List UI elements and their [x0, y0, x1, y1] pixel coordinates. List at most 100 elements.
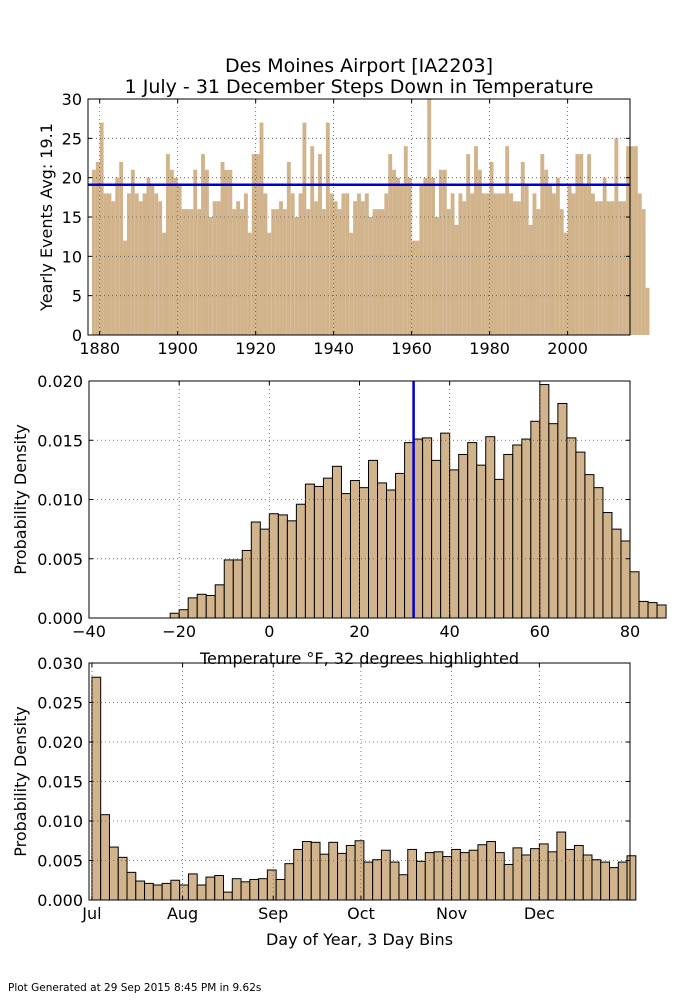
bar	[458, 453, 469, 619]
x-tick-label: 60	[530, 622, 550, 641]
panel-temperature-density: −40 −20 0 20 40 60 80 0.000 0.005 0.010 0.015 0.020…	[11, 372, 667, 668]
bar	[548, 423, 559, 619]
bar	[310, 841, 321, 901]
bar	[354, 840, 365, 901]
bar	[115, 177, 120, 335]
bar	[224, 169, 229, 335]
bar	[134, 193, 139, 335]
bar	[641, 209, 646, 335]
bar	[91, 169, 96, 335]
bar	[505, 146, 510, 335]
bar	[368, 217, 373, 335]
bar	[220, 161, 225, 335]
bar	[250, 521, 261, 619]
bar	[345, 193, 350, 335]
bar	[602, 512, 613, 619]
y-tick-label: 0.025	[37, 694, 83, 713]
bar	[584, 474, 595, 619]
bar	[205, 876, 216, 901]
bar	[286, 520, 297, 619]
y-tick-label: 15	[62, 208, 82, 227]
bar	[638, 600, 649, 619]
bar	[411, 240, 416, 335]
bar	[536, 209, 541, 335]
bar	[363, 861, 374, 901]
bar	[223, 559, 234, 619]
bar	[279, 201, 283, 335]
x-tick-label: Oct	[347, 904, 375, 923]
footer-timestamp: Plot Generated at 29 Sep 2015 8:45 PM in…	[8, 982, 262, 994]
bar	[364, 193, 369, 335]
bar	[474, 146, 478, 335]
x-tick-label: −20	[162, 622, 196, 641]
x-tick-label: Sep	[258, 904, 288, 923]
bar	[512, 847, 523, 901]
bar	[258, 878, 268, 901]
bar	[567, 185, 572, 335]
bar	[481, 193, 486, 335]
bar	[228, 169, 233, 335]
bar	[647, 602, 658, 619]
y-tick-label: 0.030	[37, 654, 83, 673]
bar	[575, 451, 586, 619]
bar	[575, 154, 580, 335]
bar	[415, 240, 420, 335]
bar	[232, 559, 243, 619]
bar	[293, 848, 303, 901]
bar	[214, 584, 225, 619]
bar	[618, 201, 623, 335]
bar	[126, 193, 131, 335]
bar	[493, 193, 498, 335]
bar	[345, 844, 356, 901]
bar	[380, 209, 385, 335]
x-tick-label: 1960	[391, 339, 432, 358]
bar	[107, 193, 112, 335]
bar	[626, 146, 630, 335]
bar	[95, 161, 100, 335]
bar	[485, 436, 496, 619]
bar	[389, 861, 400, 901]
bar	[189, 209, 194, 335]
y-tick-label: 10	[62, 247, 82, 266]
bar	[310, 146, 315, 335]
x-tick-label: 40	[439, 622, 459, 641]
y-tick-label: 0.020	[37, 733, 83, 752]
bar	[422, 437, 433, 619]
bar	[552, 193, 556, 335]
y-tick-label: 0	[72, 326, 82, 345]
bar	[494, 852, 505, 901]
bar	[494, 478, 505, 619]
bar	[177, 185, 182, 335]
y-tick-label: 20	[62, 169, 82, 188]
bar	[353, 201, 358, 335]
bar	[435, 217, 439, 335]
bar	[388, 154, 393, 335]
bar	[413, 438, 424, 619]
bar	[403, 146, 408, 335]
bar	[282, 209, 287, 335]
bar	[424, 852, 435, 901]
bar	[611, 528, 622, 619]
bar	[290, 193, 295, 335]
bar	[302, 122, 307, 335]
bar	[108, 846, 119, 901]
bar	[321, 209, 326, 335]
bar	[398, 874, 409, 901]
bar	[407, 177, 412, 335]
bar	[119, 161, 124, 335]
bar	[583, 185, 588, 335]
bar	[431, 177, 436, 335]
bar	[165, 154, 170, 335]
bar	[196, 593, 207, 619]
bar	[231, 878, 242, 901]
bar	[470, 193, 475, 335]
y-axis-label: Probability Density	[11, 424, 30, 575]
bar	[563, 232, 568, 335]
bar	[386, 489, 397, 619]
bar	[573, 844, 584, 901]
bar	[314, 201, 319, 335]
bar	[524, 185, 529, 335]
bar	[212, 201, 217, 335]
bar	[532, 193, 537, 335]
bar	[333, 201, 338, 335]
